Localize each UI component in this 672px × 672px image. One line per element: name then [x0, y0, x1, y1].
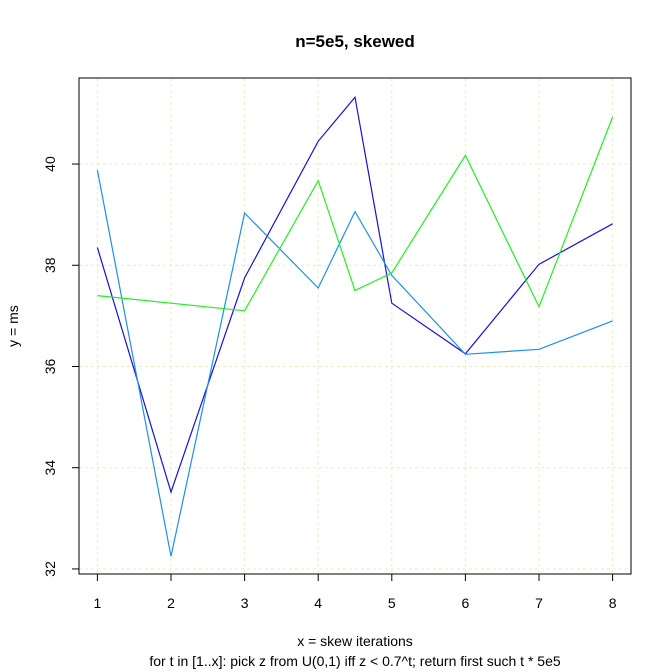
x-tick-label: 6	[462, 595, 470, 611]
y-axis-label: y = ms	[5, 305, 21, 347]
y-tick-label: 34	[42, 460, 58, 476]
y-tick-label: 38	[42, 257, 58, 273]
x-tick-label: 1	[94, 595, 102, 611]
x-axis-sublabel: for t in [1..x]: pick z from U(0,1) iff …	[149, 653, 561, 669]
y-tick-label: 32	[42, 561, 58, 577]
y-tick-label: 36	[42, 358, 58, 374]
x-tick-label: 8	[609, 595, 617, 611]
x-tick-label: 3	[241, 595, 249, 611]
plot-frame	[78, 77, 632, 575]
series-line-2	[96, 169, 613, 557]
series-line-1	[96, 95, 613, 494]
y-axis: 32 34 36 38 40	[42, 156, 80, 577]
grid	[79, 78, 631, 574]
x-tick-label: 4	[314, 595, 322, 611]
x-tick-label: 5	[388, 595, 396, 611]
chart-title: n=5e5, skewed	[295, 32, 415, 51]
x-tick-label: 2	[167, 595, 175, 611]
y-tick-label: 40	[42, 156, 58, 172]
x-axis-label: x = skew iterations	[297, 633, 413, 649]
x-axis: 1 2 3 4 5 6 7 8	[94, 573, 617, 611]
x-tick-label: 7	[535, 595, 543, 611]
plot-series	[96, 95, 614, 557]
series-line-3	[97, 116, 614, 312]
